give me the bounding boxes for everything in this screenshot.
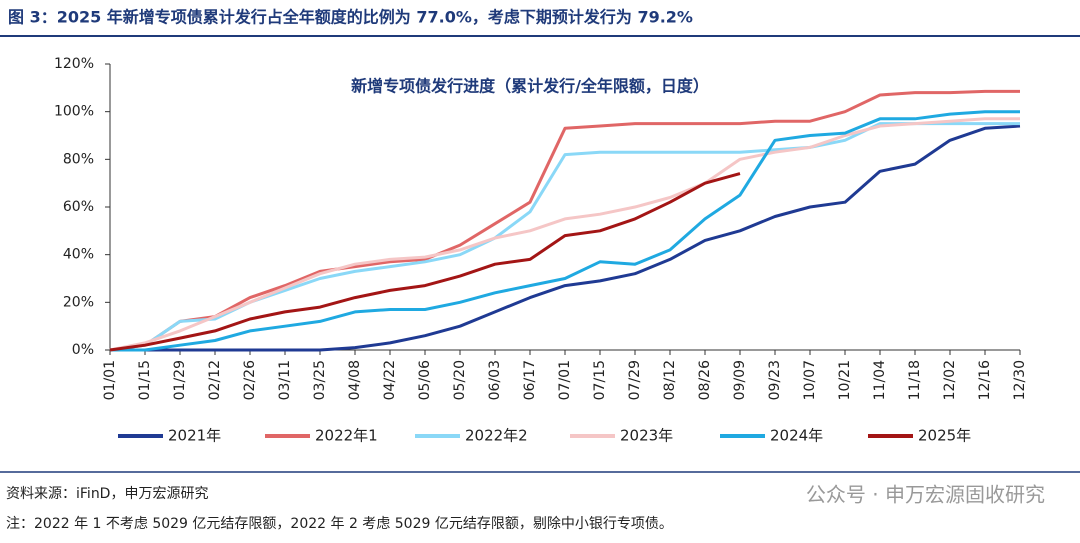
y-tick-label: 40% — [63, 247, 94, 263]
series-line — [109, 172, 741, 352]
source: 资料来源：iFinD，申万宏源研究 — [6, 486, 208, 502]
chart-subtitle: 新增专项债发行进度（累计发行/全年限额，日度） — [351, 77, 709, 96]
y-tick-label: 60% — [63, 199, 94, 215]
series-line — [109, 117, 1020, 352]
legend-label: 2022年2 — [465, 427, 528, 445]
x-tick-label: 02/26 — [242, 360, 258, 400]
x-tick-label: 04/22 — [382, 360, 398, 400]
x-tick-label: 07/29 — [627, 360, 643, 400]
x-tick-label: 06/03 — [487, 360, 503, 400]
x-tick-label: 12/02 — [942, 360, 958, 400]
x-tick-label: 03/11 — [277, 360, 293, 400]
x-tick-label: 01/01 — [102, 360, 118, 400]
x-tick-label: 07/01 — [557, 360, 573, 400]
x-tick-label: 08/12 — [662, 360, 678, 400]
series-line — [109, 89, 1020, 352]
x-tick-label: 07/15 — [592, 360, 608, 400]
legend-label: 2021年 — [168, 427, 221, 445]
footnote: 注：2022 年 1 不考虑 5029 亿元结存限额，2022 年 2 考虑 5… — [6, 516, 673, 532]
legend-label: 2025年 — [918, 427, 971, 445]
series-line — [110, 124, 1021, 352]
legend-label: 2023年 — [620, 427, 673, 445]
y-tick-label: 80% — [63, 151, 94, 167]
x-tick-label: 11/18 — [907, 360, 923, 400]
plot-area: 0% 20% 40% 60% 80% 100% 120% 01/01 01/15 01/29 02/… — [54, 56, 1028, 445]
x-tick-label: 10/21 — [837, 360, 853, 400]
y-tick-label: 120% — [54, 56, 94, 72]
x-tick-label: 01/15 — [137, 360, 153, 400]
figure-title: 图 3：2025 年新增专项债累计发行占全年额度的比例为 77.0%，考虑下期预… — [8, 8, 693, 27]
x-tick-label: 11/04 — [872, 360, 888, 400]
series-line — [110, 110, 1020, 352]
legend-label: 2022年1 — [315, 427, 378, 445]
x-tick-label: 06/17 — [522, 360, 538, 400]
x-tick-label: 02/12 — [207, 360, 223, 400]
y-tick-label: 100% — [54, 104, 94, 120]
x-tick-label: 08/26 — [697, 360, 713, 400]
watermark: 公众号 · 申万宏源固收研究 — [806, 483, 1045, 507]
x-tick-label: 09/09 — [732, 360, 748, 400]
x-tick-label: 05/20 — [452, 360, 468, 400]
x-tick-label: 10/07 — [802, 360, 818, 400]
x-tick-label: 05/06 — [417, 360, 433, 400]
x-tick-label: 12/30 — [1012, 360, 1028, 400]
x-tick-label: 01/29 — [172, 360, 188, 400]
x-tick-label: 04/08 — [347, 360, 363, 400]
y-tick-label: 20% — [63, 294, 94, 310]
x-tick-label: 12/16 — [977, 360, 993, 400]
x-tick-label: 03/25 — [312, 360, 328, 400]
legend-label: 2024年 — [770, 427, 823, 445]
y-tick-label: 0% — [72, 342, 94, 358]
x-tick-label: 09/23 — [767, 360, 783, 400]
